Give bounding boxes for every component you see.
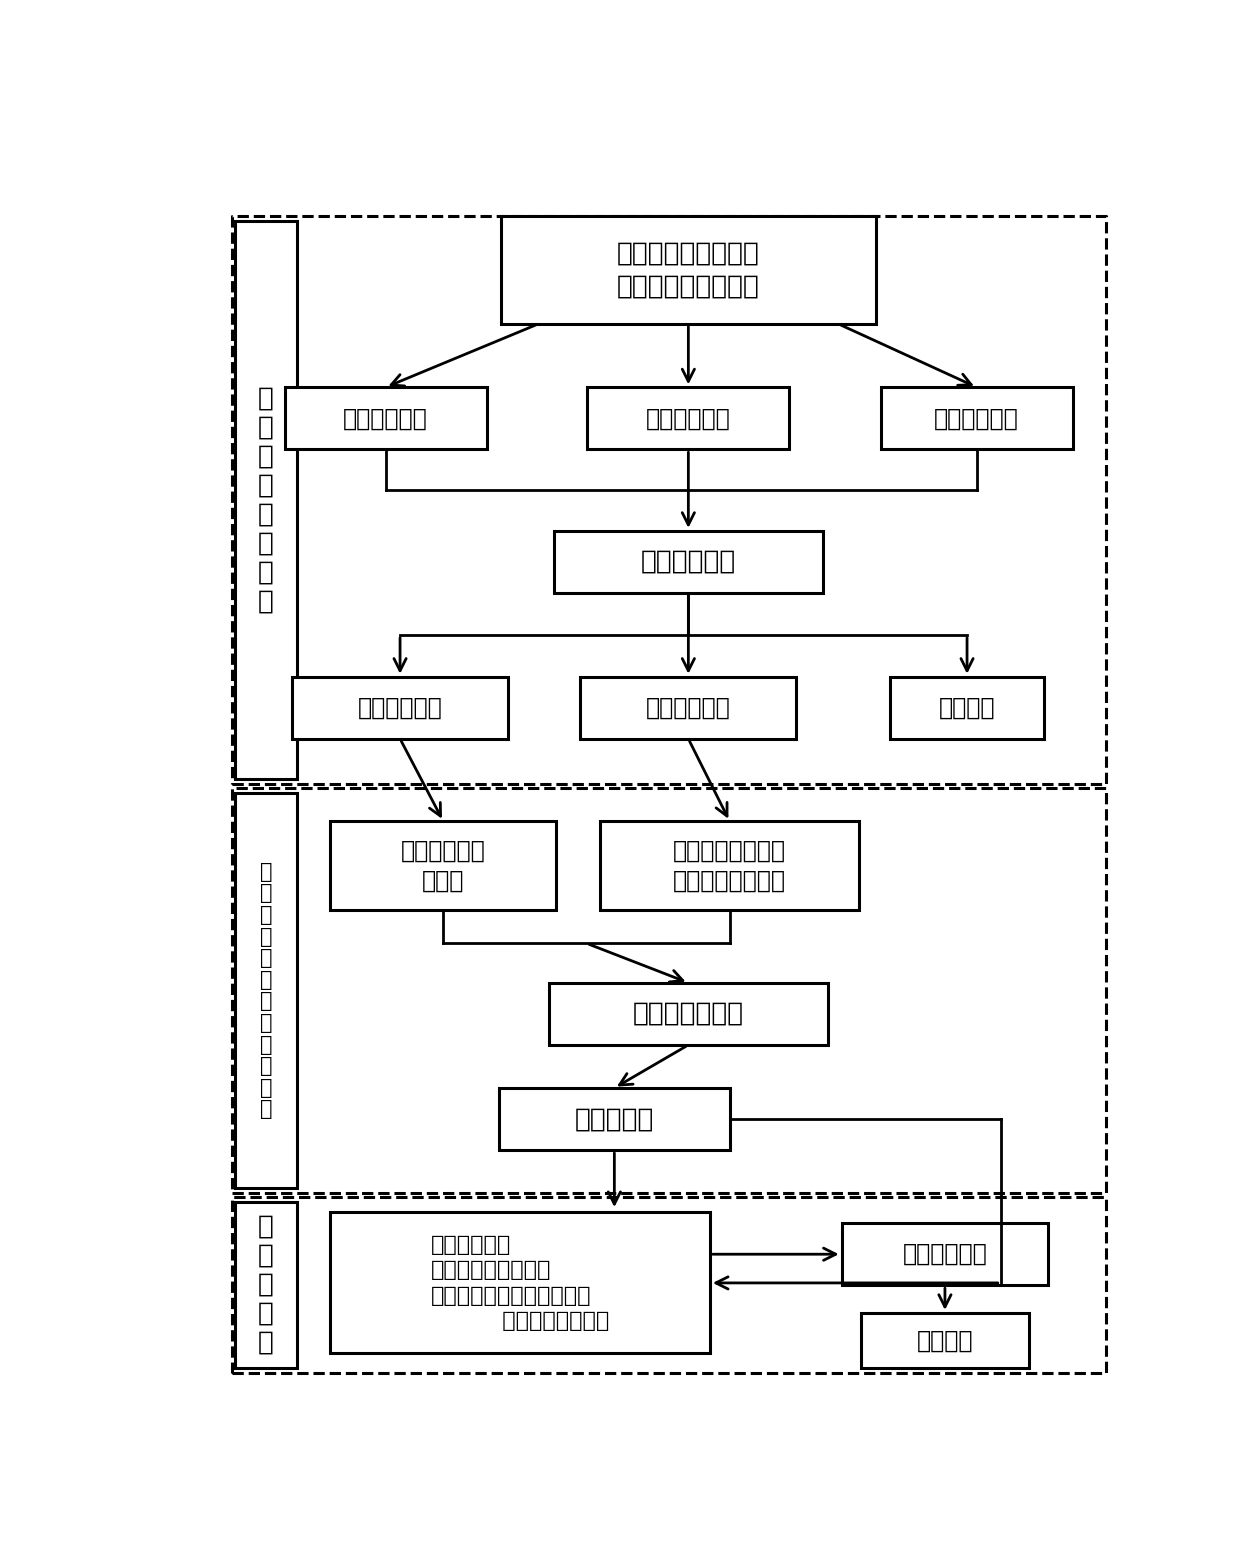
Text: 剔除异常数据: 剔除异常数据: [646, 407, 730, 430]
FancyBboxPatch shape: [285, 387, 486, 449]
Text: 最优方案: 最优方案: [916, 1328, 973, 1353]
Text: 轮盘赌模拟起
始状态: 轮盘赌模拟起 始状态: [401, 839, 486, 893]
Text: 据马尔科夫原理递
推模拟各时刻状态: 据马尔科夫原理递 推模拟各时刻状态: [673, 839, 786, 893]
Text: 需求点时空分布: 需求点时空分布: [632, 1000, 744, 1027]
FancyBboxPatch shape: [580, 677, 796, 739]
Text: 充电信息: 充电信息: [939, 696, 996, 719]
FancyBboxPatch shape: [600, 822, 859, 910]
FancyBboxPatch shape: [501, 216, 875, 325]
FancyBboxPatch shape: [554, 531, 823, 593]
FancyBboxPatch shape: [291, 677, 508, 739]
Text: 筛选候选站: 筛选候选站: [574, 1106, 653, 1132]
FancyBboxPatch shape: [234, 1202, 298, 1368]
FancyBboxPatch shape: [549, 983, 828, 1045]
FancyBboxPatch shape: [234, 221, 298, 780]
Text: 提取出行规律: 提取出行规律: [641, 548, 737, 575]
FancyBboxPatch shape: [842, 1224, 1048, 1286]
Text: 建立数学模型
目标：综合成本最低
约束：充电需求不可达率、
          充电需求不满足率: 建立数学模型 目标：综合成本最低 约束：充电需求不可达率、 充电需求不满足率: [432, 1235, 609, 1331]
Text: 起始状态信息: 起始状态信息: [357, 696, 443, 719]
FancyBboxPatch shape: [330, 1213, 711, 1354]
Text: 遗传算法求解: 遗传算法求解: [903, 1242, 987, 1266]
FancyBboxPatch shape: [861, 1312, 1029, 1368]
Text: 补齐缺失数据: 补齐缺失数据: [934, 407, 1019, 430]
Text: 状态转移信息: 状态转移信息: [646, 696, 730, 719]
FancyBboxPatch shape: [234, 792, 298, 1188]
Text: 出
行
链
模
拟
及
充
电
需
求
预
测: 出 行 链 模 拟 及 充 电 需 求 预 测: [259, 862, 273, 1120]
FancyBboxPatch shape: [588, 387, 789, 449]
FancyBboxPatch shape: [498, 1089, 729, 1151]
Text: 时间间隔调整: 时间间隔调整: [343, 407, 428, 430]
FancyBboxPatch shape: [890, 677, 1044, 739]
FancyBboxPatch shape: [330, 822, 557, 910]
Text: 建
模
及
求
解: 建 模 及 求 解: [258, 1214, 274, 1356]
FancyBboxPatch shape: [880, 387, 1073, 449]
Text: 提取初始数据中电动
汽车出行和充电信息: 提取初始数据中电动 汽车出行和充电信息: [618, 241, 760, 300]
Text: 出
行
规
律
数
据
挖
掘: 出 行 规 律 数 据 挖 掘: [258, 385, 274, 615]
